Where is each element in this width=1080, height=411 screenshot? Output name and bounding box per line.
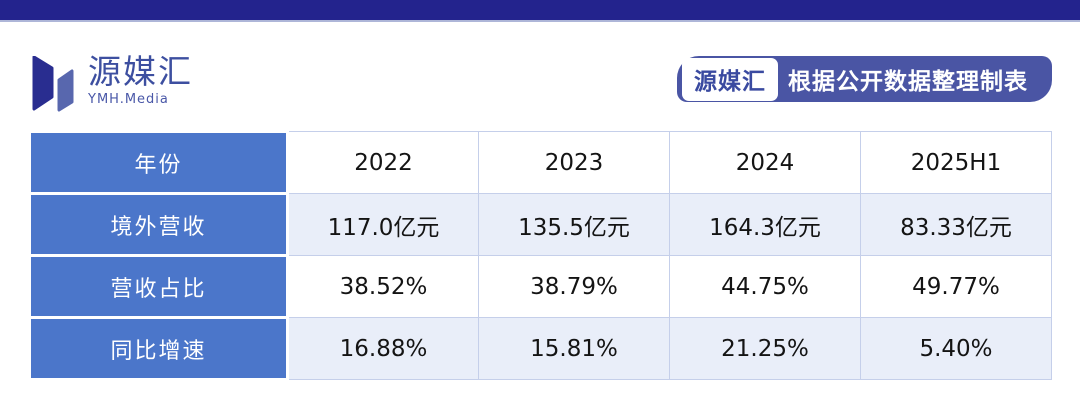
table-header-row: 年份 2022 2023 2024 2025H1 (28, 130, 1052, 195)
page-header: 源媒汇 YMH.Media 源媒汇 根据公开数据整理制表 (0, 22, 1080, 112)
value-cell: 164.3亿元 (669, 193, 861, 256)
row-label-overseas-revenue: 境外营收 (28, 192, 289, 257)
year-cell: 2023 (478, 131, 670, 194)
value-cell: 5.40% (860, 317, 1052, 380)
brand-subtitle: YMH.Media (88, 92, 169, 107)
value-cell: 15.81% (478, 317, 670, 380)
table-row-overseas-revenue: 境外营收 117.0亿元 135.5亿元 164.3亿元 83.33亿元 (28, 192, 1052, 257)
value-cell: 83.33亿元 (860, 193, 1052, 256)
brand-text-block: 源媒汇 YMH.Media (88, 52, 193, 108)
value-cell: 21.25% (669, 317, 861, 380)
source-badge-note: 根据公开数据整理制表 (788, 69, 1028, 95)
year-cell: 2024 (669, 131, 861, 194)
source-badge-brand: 源媒汇 (682, 57, 778, 101)
table-row-revenue-share: 营收占比 38.52% 38.79% 44.75% 49.77% (28, 254, 1052, 319)
row-label-revenue-share: 营收占比 (28, 254, 289, 319)
top-accent-bar (0, 0, 1080, 22)
row-label-year: 年份 (28, 130, 289, 195)
year-cell: 2022 (287, 131, 479, 194)
value-cell: 117.0亿元 (287, 193, 479, 256)
value-cell: 44.75% (669, 255, 861, 318)
value-cell: 49.77% (860, 255, 1052, 318)
ymh-logo-icon (32, 56, 74, 112)
value-cell: 135.5亿元 (478, 193, 670, 256)
source-badge: 源媒汇 根据公开数据整理制表 (677, 56, 1052, 102)
value-cell: 38.79% (478, 255, 670, 318)
value-cell: 38.52% (287, 255, 479, 318)
brand-name: 源媒汇 (88, 52, 193, 91)
value-cell: 16.88% (287, 317, 479, 380)
brand-logo: 源媒汇 YMH.Media (32, 54, 193, 112)
row-label-yoy-growth: 同比增速 (28, 316, 289, 381)
overseas-revenue-table: 年份 2022 2023 2024 2025H1 境外营收 117.0亿元 13… (28, 130, 1052, 381)
year-cell: 2025H1 (860, 131, 1052, 194)
table-row-yoy-growth: 同比增速 16.88% 15.81% 21.25% 5.40% (28, 316, 1052, 381)
